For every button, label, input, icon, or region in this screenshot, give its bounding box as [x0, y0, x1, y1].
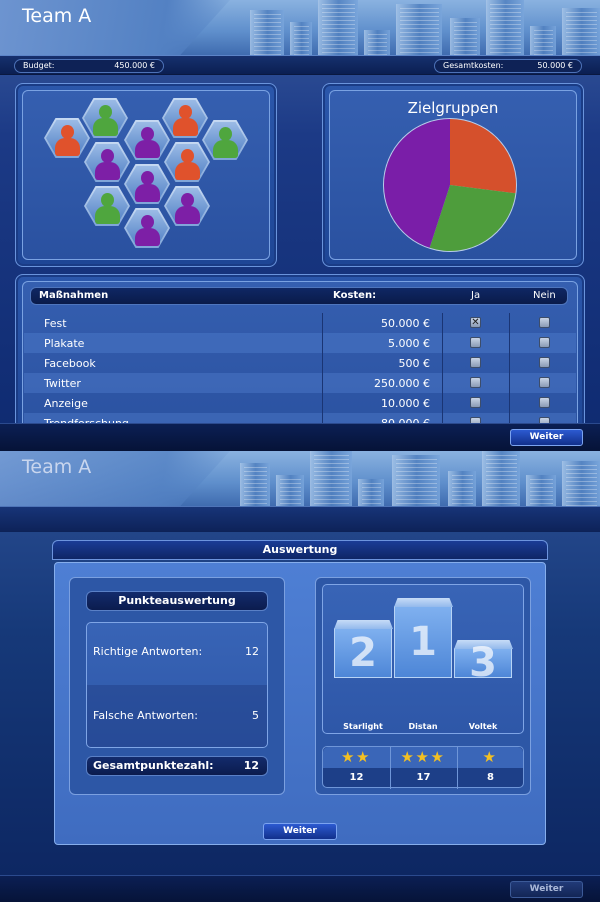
measure-row: Twitter 250.000 €: [24, 373, 576, 393]
person-hex-green: [84, 186, 130, 226]
next-button[interactable]: Weiter: [263, 823, 337, 840]
team-score: 17: [416, 772, 431, 783]
star-icon: ★: [482, 748, 496, 766]
points-title: Punkteauswertung: [86, 591, 268, 611]
team-title: Team A: [22, 5, 92, 27]
yes-checkbox[interactable]: ✕: [470, 317, 481, 328]
bottom-bar: Weiter: [0, 875, 600, 902]
podium-team-name: Distan: [408, 722, 438, 731]
total-cost-pill: Gesamtkosten: 50.000 €: [434, 59, 582, 73]
total-cost-value: 50.000 €: [537, 61, 573, 70]
ranking-panel: 2 Starlight 1 Distan 3 Voltek ★ ★ 12 ★ ★ ★ 17 ★ 8: [315, 577, 531, 795]
cost-column-header: Kosten:: [333, 290, 377, 301]
answers-box: Richtige Antworten: 12 Falsche Antworten…: [86, 622, 268, 748]
wrong-answers-value: 5: [252, 709, 259, 722]
measure-row: Plakate 5.000 €: [24, 333, 576, 353]
star-icon: ★: [415, 748, 429, 766]
podium-team-name: Starlight: [343, 722, 383, 731]
podium-team-name: Voltek: [468, 722, 498, 731]
star-icon: ★: [400, 748, 414, 766]
correct-answers-label: Richtige Antworten:: [93, 645, 203, 658]
star-icon: ★: [341, 748, 355, 766]
measure-name: Anzeige: [44, 397, 88, 410]
measures-table-header: Maßnahmen Kosten: Ja Nein: [30, 287, 568, 305]
budget-pill: Budget: 450.000 €: [14, 59, 164, 73]
yes-checkbox[interactable]: [470, 337, 481, 348]
points-panel: Punkteauswertung Richtige Antworten: 12 …: [69, 577, 285, 795]
measure-cost: 250.000 €: [374, 377, 430, 390]
yes-checkbox[interactable]: [470, 397, 481, 408]
measure-cost: 10.000 €: [381, 397, 430, 410]
no-column-header: Nein: [533, 290, 556, 301]
yes-checkbox[interactable]: [470, 357, 481, 368]
evaluation-title: Auswertung: [52, 540, 548, 560]
podium-block-2: 2: [334, 620, 393, 678]
star-icon: ★: [430, 748, 444, 766]
measure-cost: 50.000 €: [381, 317, 430, 330]
budget-label: Budget:: [23, 61, 55, 70]
total-points-bar: Gesamtpunktezahl: 12: [86, 756, 268, 776]
person-hex-purple: [84, 142, 130, 182]
person-hex-purple: [124, 208, 170, 248]
star-icon: ★: [356, 748, 370, 766]
yes-column-header: Ja: [471, 290, 481, 301]
measure-row: Fest 50.000 € ✕: [24, 313, 576, 333]
team-title: Team A: [22, 456, 92, 478]
budget-value: 450.000 €: [114, 61, 155, 70]
no-checkbox[interactable]: [539, 357, 550, 368]
budget-bar: Budget: 450.000 € Gesamtkosten: 50.000 €: [0, 55, 600, 75]
measure-row: Anzeige 10.000 €: [24, 393, 576, 413]
person-hex-purple: [164, 186, 210, 226]
podium-block-1: 1: [394, 598, 453, 678]
bottom-bar: Weiter: [0, 423, 600, 451]
podium-place: 3: [469, 640, 497, 686]
no-checkbox[interactable]: [539, 317, 550, 328]
pie-slice-1: [450, 119, 516, 194]
target-group-title: Zielgruppen: [407, 99, 499, 117]
total-points-value: 12: [243, 759, 259, 772]
person-hex-green: [202, 120, 248, 160]
correct-answers-value: 12: [245, 645, 259, 658]
podium-block-3: 3: [454, 640, 513, 686]
measure-name: Plakate: [44, 337, 85, 350]
no-checkbox[interactable]: [539, 337, 550, 348]
person-hex-purple: [124, 164, 170, 204]
total-points-label: Gesamtpunktezahl:: [93, 759, 214, 772]
measure-name: Twitter: [44, 377, 81, 390]
yes-checkbox[interactable]: [470, 377, 481, 388]
measure-cost: 5.000 €: [388, 337, 430, 350]
no-checkbox[interactable]: [539, 377, 550, 388]
stars-box: ★ ★ 12 ★ ★ ★ 17 ★ 8: [322, 746, 524, 789]
no-checkbox[interactable]: [539, 397, 550, 408]
person-hex-orange: [164, 142, 210, 182]
measures-column-header: Maßnahmen: [39, 290, 109, 301]
measure-name: Facebook: [44, 357, 96, 370]
total-cost-label: Gesamtkosten:: [443, 61, 504, 70]
measure-cost: 500 €: [398, 357, 431, 370]
next-button[interactable]: Weiter: [510, 429, 583, 446]
team-score: 12: [349, 772, 364, 783]
measure-name: Fest: [44, 317, 67, 330]
target-group-pie-chart: [383, 118, 517, 252]
pie-slice-2: [429, 185, 516, 251]
planning-screen: Team A Budget: 450.000 € Gesamtkosten: 5…: [0, 0, 600, 451]
person-hex-orange: [162, 98, 208, 138]
measure-row: Facebook 500 €: [24, 353, 576, 373]
wrong-answers-label: Falsche Antworten:: [93, 709, 198, 722]
team-score: 8: [487, 772, 494, 783]
evaluation-screen: Team A Auswertung Punkteauswertung Richt…: [0, 451, 600, 902]
podium-place: 1: [409, 619, 437, 665]
next-button-disabled: Weiter: [510, 881, 583, 898]
person-hex-purple: [124, 120, 170, 160]
evaluation-dialog: Auswertung Punkteauswertung Richtige Ant…: [52, 540, 548, 845]
pie-slice-3: [384, 119, 450, 248]
podium-place: 2: [349, 630, 377, 676]
